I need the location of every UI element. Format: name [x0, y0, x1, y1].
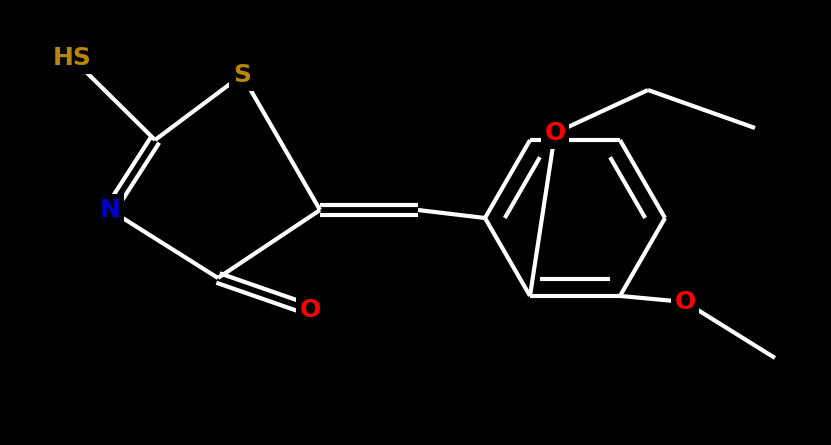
- Text: O: O: [675, 290, 696, 314]
- Text: O: O: [544, 121, 566, 145]
- Text: N: N: [100, 198, 120, 222]
- Text: O: O: [299, 298, 321, 322]
- Text: HS: HS: [52, 46, 91, 70]
- Text: S: S: [233, 63, 251, 87]
